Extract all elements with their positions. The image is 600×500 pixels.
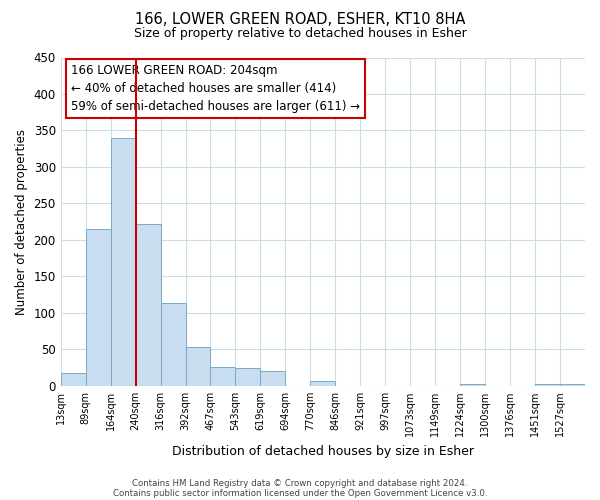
Bar bbox=[260, 371, 286, 386]
Text: Contains HM Land Registry data © Crown copyright and database right 2024.: Contains HM Land Registry data © Crown c… bbox=[132, 478, 468, 488]
X-axis label: Distribution of detached houses by size in Esher: Distribution of detached houses by size … bbox=[172, 444, 474, 458]
Bar bbox=[535, 384, 560, 386]
Bar bbox=[235, 368, 260, 386]
Bar bbox=[185, 347, 211, 386]
Y-axis label: Number of detached properties: Number of detached properties bbox=[15, 128, 28, 314]
Bar bbox=[86, 229, 110, 386]
Bar bbox=[460, 384, 485, 386]
Bar bbox=[310, 380, 335, 386]
Text: Size of property relative to detached houses in Esher: Size of property relative to detached ho… bbox=[134, 28, 466, 40]
Text: 166 LOWER GREEN ROAD: 204sqm
← 40% of detached houses are smaller (414)
59% of s: 166 LOWER GREEN ROAD: 204sqm ← 40% of de… bbox=[71, 64, 360, 113]
Text: 166, LOWER GREEN ROAD, ESHER, KT10 8HA: 166, LOWER GREEN ROAD, ESHER, KT10 8HA bbox=[135, 12, 465, 28]
Bar bbox=[61, 372, 86, 386]
Bar bbox=[136, 224, 161, 386]
Bar bbox=[161, 304, 185, 386]
Bar bbox=[110, 138, 136, 386]
Bar bbox=[560, 384, 585, 386]
Text: Contains public sector information licensed under the Open Government Licence v3: Contains public sector information licen… bbox=[113, 488, 487, 498]
Bar bbox=[211, 368, 235, 386]
